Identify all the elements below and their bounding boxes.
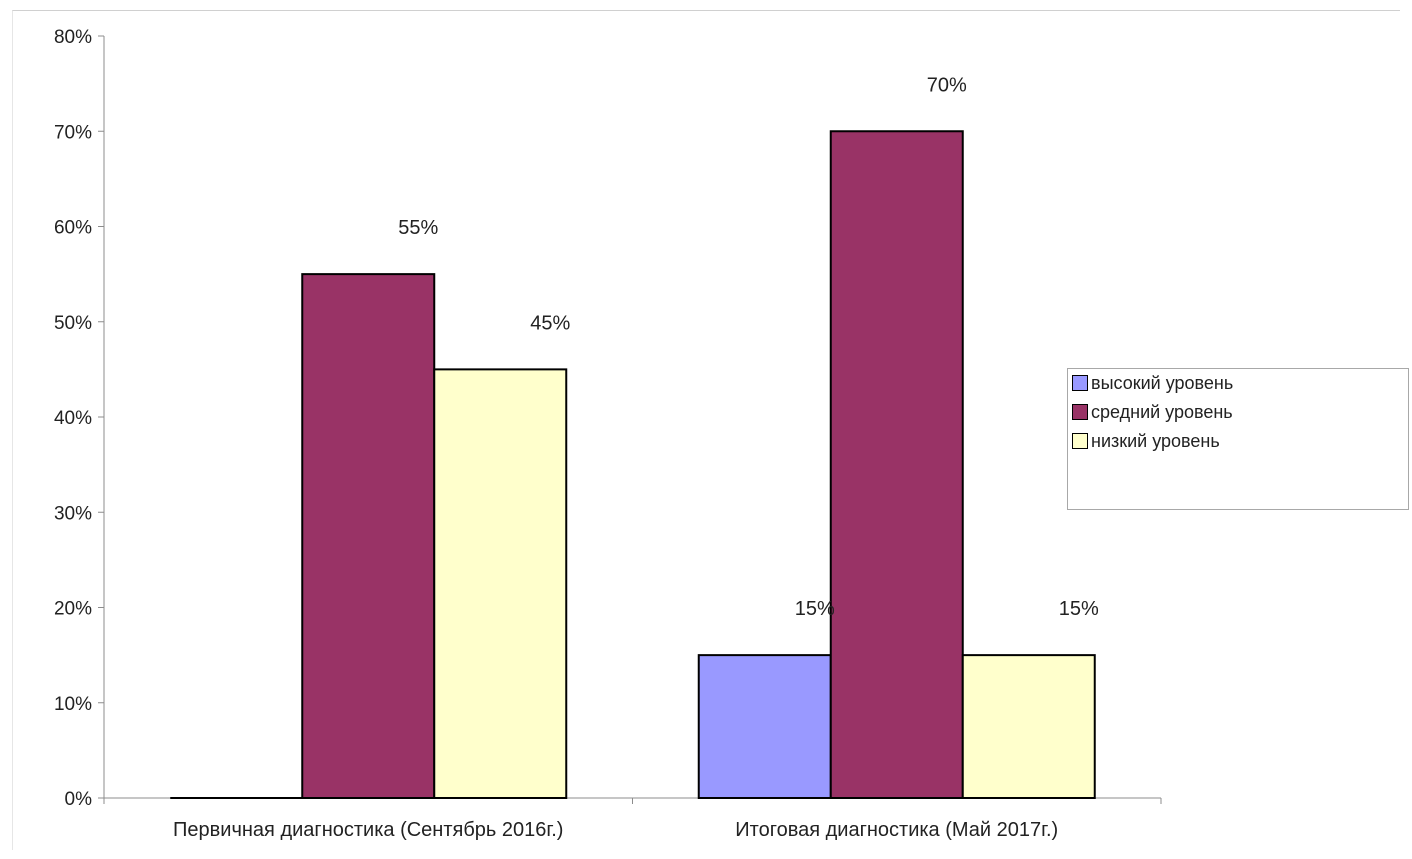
legend-item-medium: средний уровень [1072,400,1233,424]
legend-swatch-high [1072,375,1088,391]
y-tick-label: 20% [54,599,92,620]
y-tick-label: 80% [54,27,92,48]
x-category-label: Итоговая диагностика (Май 2017г.) [735,819,1058,841]
labels: Первичная диагностика (Сентябрь 2016г.) 5… [173,74,1099,841]
legend-swatch-medium [1072,404,1088,420]
legend-item-high: высокий уровень [1072,371,1233,395]
legend-item-low: низкий уровень [1072,429,1220,453]
legend-label-high: высокий уровень [1091,372,1234,393]
bar [961,654,1096,799]
bar [433,368,568,799]
legend-label-low: низкий уровень [1091,430,1220,451]
bar [697,654,832,799]
y-tick-label: 50% [54,313,92,334]
data-label: 45% [530,312,570,334]
axes: 0% 10% 20% 30% 40% 50% 60% 70% 80% [54,27,1162,810]
y-tick-label: 70% [54,122,92,143]
legend-swatch-low [1072,433,1088,449]
bar [829,130,964,799]
y-tick-label: 30% [54,503,92,524]
data-label: 15% [1059,598,1099,620]
bar [301,273,436,799]
y-tick-label: 10% [54,694,92,715]
y-tick-label: 60% [54,218,92,239]
data-label: 55% [398,217,438,239]
y-tick-label: 40% [54,408,92,429]
legend: высокий уровень средний уровень низкий у… [1067,368,1409,510]
x-category-label: Первичная диагностика (Сентябрь 2016г.) [173,819,563,841]
y-tick-label: 0% [65,789,93,810]
data-label: 15% [795,598,835,620]
chart-frame [12,10,1400,850]
bars [170,130,1096,799]
data-label: 70% [927,74,967,96]
legend-label-medium: средний уровень [1091,401,1233,422]
